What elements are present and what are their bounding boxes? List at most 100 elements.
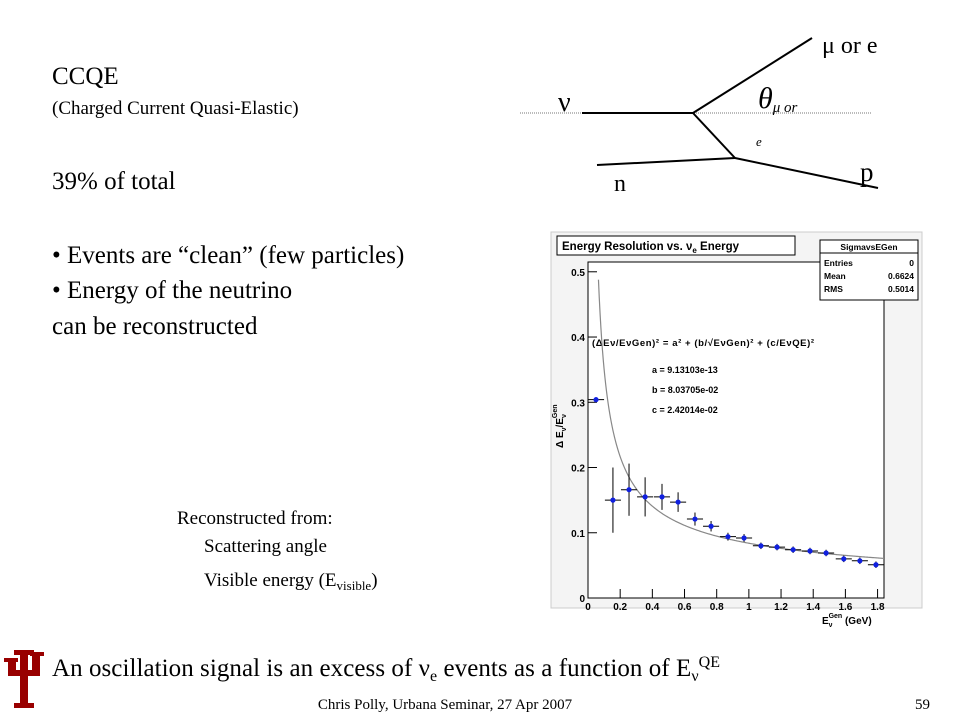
- text-part: ν: [829, 622, 833, 629]
- y-tick-label: 0.2: [571, 464, 585, 475]
- text-part: An oscillation signal is an excess of ν: [52, 655, 430, 682]
- data-point: [873, 562, 879, 568]
- fit-curve: [597, 279, 885, 559]
- stats-box: [819, 239, 919, 301]
- stats-name: SigmavsEGen: [840, 242, 897, 252]
- x-tick-label: 0.8: [710, 602, 724, 613]
- text-part: ν: [561, 414, 568, 418]
- fit-parameter: a = 9.13103e-13: [652, 365, 718, 375]
- conclusion: An oscillation signal is an excess of νe…: [52, 654, 720, 685]
- data-point: [758, 543, 764, 549]
- y-tick-label: 0.5: [571, 268, 585, 279]
- angle-label: θμ or: [758, 82, 798, 116]
- slide-subtitle: (Charged Current Quasi-Elastic): [52, 98, 299, 119]
- text-part: events as a function of E: [437, 655, 691, 682]
- fit-parameter: b = 8.03705e-02: [652, 385, 718, 395]
- data-point: [741, 535, 747, 541]
- stats-label: Mean: [824, 271, 846, 281]
- plot: Energy Resolution vs. νe Energy SigmavsE…: [550, 231, 923, 629]
- text-part: Gen: [552, 404, 559, 418]
- data-point: [675, 499, 681, 505]
- subscript: ν: [691, 668, 698, 685]
- slide-title: CCQE: [52, 63, 119, 90]
- text-part: ): [371, 570, 377, 591]
- data-point: [807, 548, 813, 554]
- x-tick-label: 0.6: [678, 602, 692, 613]
- reco-heading: Reconstructed from:: [177, 508, 333, 529]
- x-tick-label: 1.4: [806, 602, 820, 613]
- text-part: Visible energy (E: [204, 570, 337, 591]
- x-tick-label: 1.8: [871, 602, 885, 613]
- nucleon-label: n: [614, 171, 626, 197]
- data-point: [823, 550, 829, 556]
- frame: [587, 261, 885, 599]
- subscript: μ or: [772, 100, 798, 116]
- angle-subscript: e: [756, 134, 762, 149]
- x-tick-label: 0: [585, 602, 591, 613]
- lepton-line: [692, 37, 813, 114]
- superscript: QE: [699, 654, 720, 671]
- stats-value: 0: [909, 258, 914, 268]
- fit-parameter: c = 2.42014e-02: [652, 405, 718, 415]
- x-axis-label: Eν Gen (GeV): [822, 613, 872, 629]
- subscript: e: [430, 668, 437, 685]
- text-part: Energy Resolution vs. ν: [562, 241, 692, 253]
- x-tick-label: 1.2: [774, 602, 788, 613]
- text-part: Energy: [697, 241, 740, 253]
- y-tick-label: 0.4: [571, 333, 585, 344]
- x-tick-label: 1.6: [838, 602, 852, 613]
- data-point: [626, 487, 632, 493]
- y-tick-label: 0.3: [571, 398, 585, 409]
- scattering-diagram: ν μ or e n p θμ or e: [520, 33, 879, 197]
- text-part: (GeV): [842, 616, 871, 627]
- data-point: [610, 497, 616, 503]
- text-part: /E: [555, 418, 566, 428]
- reco-item: Visible energy (Evisible): [204, 570, 378, 593]
- stats-label: RMS: [824, 284, 843, 294]
- y-tick-label: 0.1: [571, 529, 585, 540]
- y-tick-label: 0: [579, 594, 585, 605]
- lepton-label: μ or e: [822, 33, 878, 59]
- x-tick-label: 0.2: [613, 602, 627, 613]
- subscript: e: [692, 246, 697, 255]
- footer: Chris Polly, Urbana Seminar, 27 Apr 2007: [318, 697, 573, 713]
- subscript: visible: [337, 578, 372, 593]
- text-part: E: [822, 616, 829, 627]
- logo: [4, 650, 44, 708]
- text-part: Gen: [829, 613, 843, 620]
- stats-value: 0.5014: [888, 284, 914, 294]
- bullet: • Events are “clean” (few particles): [52, 242, 404, 269]
- proton-label: p: [860, 157, 874, 187]
- data-point: [659, 494, 665, 500]
- x-tick-label: 0.4: [645, 602, 659, 613]
- neutrino-label: ν: [558, 87, 571, 118]
- text-part: Δ E: [555, 431, 566, 448]
- boson-line: [692, 112, 736, 159]
- chart-title: Energy Resolution vs. νe Energy: [562, 241, 740, 255]
- data-point: [841, 556, 847, 562]
- fraction: 39% of total: [52, 168, 176, 195]
- page-number: 59: [915, 697, 930, 713]
- title-box: [556, 235, 796, 256]
- x-tick-label: 1: [746, 602, 752, 613]
- data-point: [642, 494, 648, 500]
- data-point: [725, 534, 731, 540]
- data-point: [708, 523, 714, 529]
- data-point: [692, 516, 698, 522]
- stats-label: Entries: [824, 258, 853, 268]
- data-point: [790, 547, 796, 553]
- stats-value: 0.6624: [888, 271, 914, 281]
- fit-formula: (ΔEν/EνGen)² = a² + (b/√EνGen)² + (c/EνQ…: [592, 338, 814, 349]
- bullet: • Energy of the neutrino: [52, 277, 292, 304]
- text-part: ν: [561, 427, 568, 431]
- text-part: θ: [758, 82, 773, 115]
- proton-line: [734, 157, 879, 189]
- bullet-continuation: can be reconstructed: [52, 313, 258, 340]
- reco-item: Scattering angle: [204, 536, 327, 557]
- y-axis-label: Δ Eν/EνGen: [552, 404, 568, 448]
- data-point: [593, 397, 599, 403]
- data-point: [774, 544, 780, 550]
- data-point: [857, 558, 863, 564]
